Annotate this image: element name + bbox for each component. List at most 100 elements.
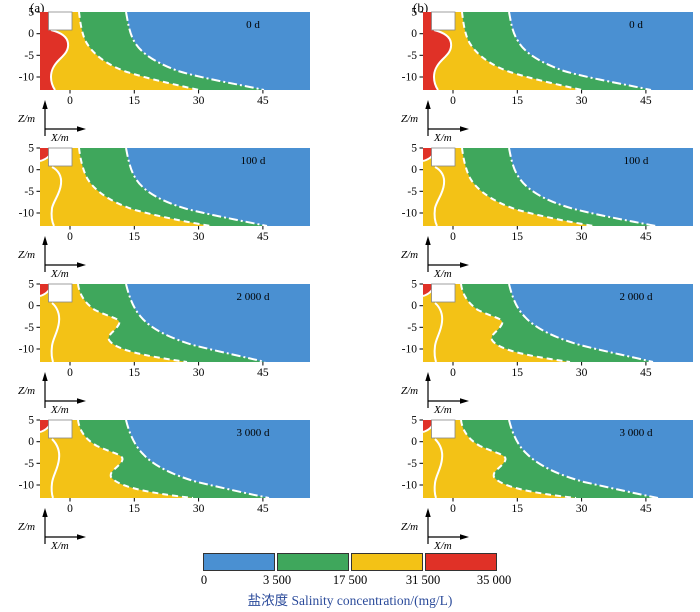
z-axis-arrowhead-icon: [425, 236, 431, 245]
isoline-dashed-17500: [461, 11, 583, 91]
z-tick-label: 0: [411, 436, 417, 448]
isoline-dashdot-3500: [125, 419, 270, 499]
z-tick-label: 0: [28, 436, 34, 448]
isoline-solid-31500: [50, 302, 61, 363]
z-tick-label: -10: [402, 208, 418, 220]
isoline-dashed-17500: [460, 419, 577, 499]
z-tick-label: -10: [19, 208, 35, 220]
z-tick-label: 5: [411, 280, 417, 291]
panel-label-a: (a): [30, 0, 45, 15]
colorbar-tick-3500: 3 500: [262, 573, 292, 587]
notch-cutout: [431, 147, 456, 167]
z-tick-label: 5: [28, 416, 34, 427]
panel-b-3000d: 0 15 30 45 5 0 -5 -10 Z/m X/m 3 000 d: [401, 416, 693, 550]
time-label: 3 000 d: [237, 427, 271, 439]
x-tick-label: 15: [512, 503, 524, 515]
x-tick-label: 30: [576, 367, 588, 379]
z-tick-label: -5: [24, 186, 34, 198]
panel-a-3000d: 0 15 30 45 5 0 -5 -10 Z/m X/m 3 000 d: [18, 416, 310, 550]
z-axis-label: Z/m: [18, 249, 35, 261]
x-axis-label: X/m: [50, 404, 69, 414]
colorbar-tick-35000: 35 000: [476, 573, 512, 587]
z-tick-label: 5: [28, 280, 34, 291]
region-band-17500-31500: [40, 148, 211, 226]
z-axis-arrowhead-icon: [42, 100, 48, 109]
x-tick-label: 0: [67, 503, 73, 515]
region-band-17500-31500: [40, 12, 199, 90]
notch-cutout: [431, 419, 456, 439]
x-tick-label: 30: [193, 503, 205, 515]
region-band-17500-31500: [423, 148, 594, 226]
z-axis-arrowhead-icon: [42, 372, 48, 381]
x-axis-arrowhead-icon: [77, 398, 86, 404]
z-tick-label: 0: [411, 164, 417, 176]
x-axis-label: X/m: [433, 404, 452, 414]
z-axis-arrowhead-icon: [42, 236, 48, 245]
notch-cutout: [48, 419, 73, 439]
x-axis-label: X/m: [433, 132, 452, 142]
notch-cutout: [431, 11, 456, 31]
z-tick-label: 0: [28, 300, 34, 312]
x-axis-arrowhead-icon: [460, 262, 469, 268]
x-tick-label: 30: [193, 367, 205, 379]
x-axis-arrowhead-icon: [77, 534, 86, 540]
z-tick-label: -5: [407, 186, 417, 198]
z-tick-label: 0: [411, 300, 417, 312]
notch-cutout: [48, 283, 73, 303]
z-tick-label: -10: [19, 344, 35, 356]
x-tick-label: 0: [67, 95, 73, 107]
isoline-dashed-17500: [460, 283, 571, 363]
z-axis-label: Z/m: [401, 113, 418, 125]
x-tick-label: 15: [129, 95, 141, 107]
colorbar-segment-3500-17500: [277, 553, 349, 571]
isoline-dashdot-3500: [125, 147, 268, 227]
x-tick-label: 15: [129, 231, 141, 243]
isoline-solid-31500: [50, 438, 61, 499]
colorbar-tick-31500: 31 500: [405, 573, 441, 587]
x-axis-arrowhead-icon: [460, 398, 469, 404]
z-tick-label: 5: [28, 8, 34, 19]
isoline-dashed-17500: [77, 419, 194, 499]
isoline-dashed-17500: [77, 283, 188, 363]
time-label: 100 d: [241, 155, 266, 167]
z-axis-label: Z/m: [18, 385, 35, 397]
isoline-dashdot-3500: [508, 419, 659, 499]
z-tick-label: 5: [28, 144, 34, 155]
time-label: 2 000 d: [620, 291, 654, 303]
region-band-17500-31500: [423, 420, 576, 498]
isoline-dashdot-3500: [508, 147, 657, 227]
x-axis-arrowhead-icon: [460, 126, 469, 132]
x-tick-label: 15: [512, 367, 524, 379]
z-axis-label: Z/m: [401, 521, 418, 533]
region-band-17500-31500: [423, 284, 570, 362]
z-axis-arrowhead-icon: [425, 100, 431, 109]
colorbar-tick-0: 0: [200, 573, 208, 587]
x-axis-label: X/m: [433, 540, 452, 550]
x-tick-label: 30: [193, 231, 205, 243]
x-tick-label: 45: [640, 231, 652, 243]
x-tick-label: 0: [450, 503, 456, 515]
z-axis-label: Z/m: [401, 385, 418, 397]
z-tick-label: -5: [24, 50, 34, 62]
z-axis-label: Z/m: [18, 113, 35, 125]
x-tick-label: 45: [640, 95, 652, 107]
z-axis-label: Z/m: [401, 249, 418, 261]
z-tick-label: -10: [402, 72, 418, 84]
x-tick-label: 15: [512, 95, 524, 107]
x-tick-label: 45: [257, 367, 269, 379]
panel-b-2000d: 0 15 30 45 5 0 -5 -10 Z/m X/m 2 000 d: [401, 280, 693, 414]
colorbar-tick-17500: 17 500: [332, 573, 368, 587]
isoline-dashed-17500: [78, 11, 200, 91]
region-band-17500-31500: [423, 12, 582, 90]
x-axis-label: X/m: [50, 268, 69, 278]
notch-cutout: [48, 11, 73, 31]
x-tick-label: 45: [257, 95, 269, 107]
colorbar-segment-0-3500: [203, 553, 275, 571]
isoline-dashed-17500: [461, 147, 595, 227]
x-tick-label: 45: [640, 367, 652, 379]
time-label: 3 000 d: [620, 427, 654, 439]
z-tick-label: 0: [28, 164, 34, 176]
x-axis-arrowhead-icon: [77, 126, 86, 132]
time-label: 100 d: [624, 155, 649, 167]
x-tick-label: 15: [512, 231, 524, 243]
